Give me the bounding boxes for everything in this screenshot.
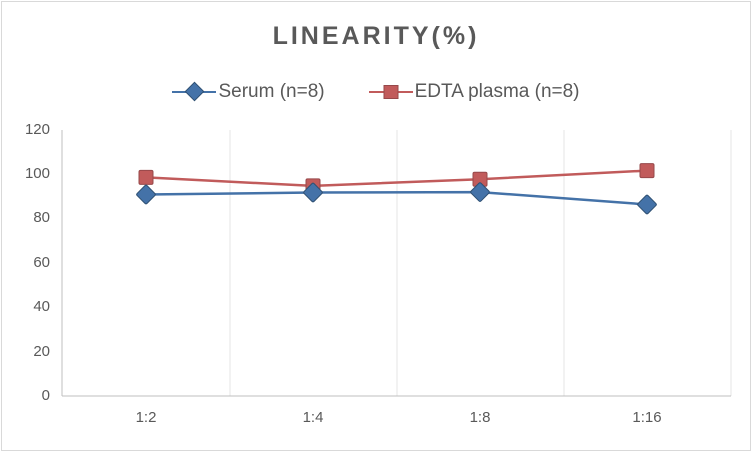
svg-text:1:8: 1:8 [470, 409, 491, 426]
svg-text:40: 40 [33, 298, 50, 315]
svg-text:60: 60 [33, 254, 50, 271]
svg-text:120: 120 [25, 121, 50, 138]
svg-text:1:2: 1:2 [136, 409, 157, 426]
svg-text:1:16: 1:16 [632, 409, 661, 426]
svg-text:0: 0 [42, 387, 50, 404]
svg-text:20: 20 [33, 343, 50, 360]
svg-text:1:4: 1:4 [303, 409, 324, 426]
svg-text:80: 80 [33, 209, 50, 226]
svg-text:100: 100 [25, 165, 50, 182]
